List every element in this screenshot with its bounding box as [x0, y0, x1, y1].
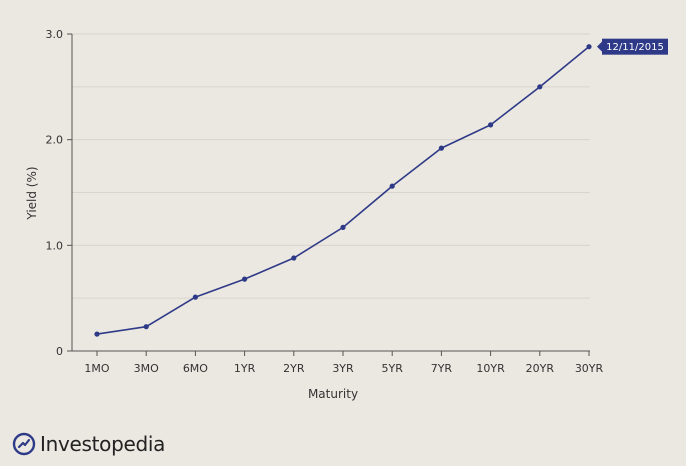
x-tick-label: 1YR: [234, 362, 256, 375]
data-point: [488, 122, 494, 128]
x-tick-label: 1MO: [84, 362, 109, 375]
x-tick-label: 6MO: [183, 362, 208, 375]
investopedia-logo-text: Investopedia: [40, 432, 166, 456]
investopedia-logo: Investopedia: [12, 432, 165, 456]
x-tick-label: 10YR: [476, 362, 505, 375]
annotation-label: 12/11/2015: [606, 42, 664, 53]
data-point: [291, 255, 297, 261]
x-tick-label: 3MO: [134, 362, 159, 375]
y-tick-label: 0: [56, 345, 63, 358]
x-tick-label: 30YR: [575, 362, 604, 375]
data-point: [340, 224, 346, 230]
data-point: [389, 183, 395, 189]
investopedia-logo-icon: [12, 432, 36, 456]
y-tick-label: 2.0: [46, 134, 64, 147]
data-point: [242, 276, 248, 282]
data-point: [94, 331, 100, 337]
y-axis-title: Yield (%): [25, 166, 39, 220]
yield-curve-chart: 0 1.0 2.0 3.0 1MO 3MO 6MO 1YR 2YR 3YR 5YR 7YR 10YR 2…: [25, 28, 668, 401]
data-point: [192, 294, 198, 300]
y-tick-label: 3.0: [46, 28, 64, 41]
axes: [71, 34, 590, 352]
x-axis-title: Maturity: [308, 387, 358, 401]
data-point: [438, 145, 444, 151]
series: [94, 44, 592, 337]
annotation: 12/11/2015: [597, 38, 668, 55]
data-point: [537, 84, 543, 90]
x-tick-label: 7YR: [431, 362, 453, 375]
y-tick-labels: 0 1.0 2.0 3.0: [46, 28, 72, 358]
x-tick-labels: 1MO 3MO 6MO 1YR 2YR 3YR 5YR 7YR 10YR 20YR 30YR: [84, 351, 604, 375]
data-point: [143, 324, 149, 330]
annotation-badge: [602, 38, 668, 55]
series-line: [96, 46, 590, 335]
grid: [72, 33, 590, 299]
y-tick-label: 1.0: [46, 239, 64, 252]
x-tick-label: 3YR: [332, 362, 354, 375]
x-tick-label: 2YR: [283, 362, 305, 375]
x-tick-label: 20YR: [526, 362, 555, 375]
data-point: [586, 44, 592, 50]
annotation-pointer: [597, 41, 602, 52]
x-tick-label: 5YR: [382, 362, 404, 375]
